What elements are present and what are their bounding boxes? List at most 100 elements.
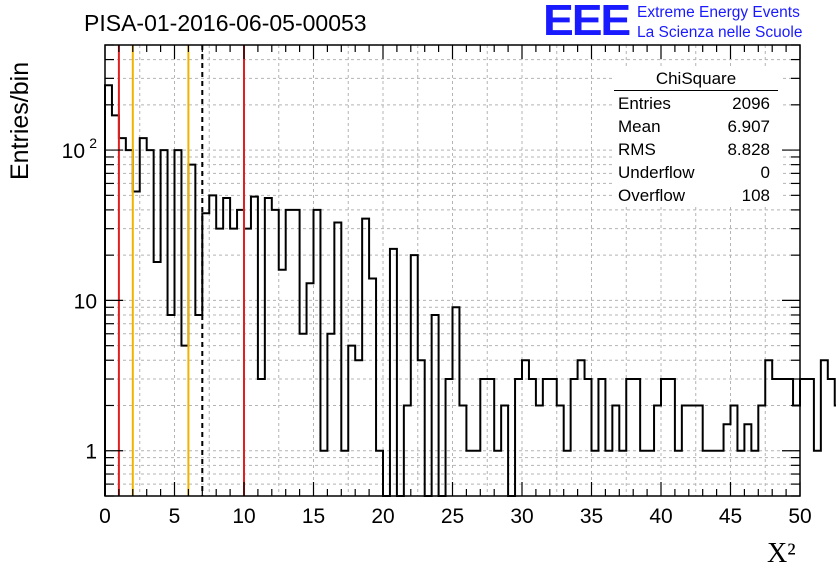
stats-value: 8.828 (727, 140, 770, 159)
logo-line-1: Extreme Energy Events (637, 4, 800, 21)
histogram (104, 84, 836, 497)
histogram-bin (661, 379, 668, 496)
histogram-bin (272, 210, 279, 496)
histogram-bin (522, 360, 529, 496)
histogram-bin (765, 360, 772, 496)
histogram-bin (202, 213, 209, 496)
histogram-bin (598, 379, 605, 496)
histogram-bin (216, 229, 223, 496)
histogram-bin (543, 379, 550, 496)
histogram-bin (327, 334, 334, 496)
histogram-bin (744, 424, 751, 496)
histogram-bin (675, 451, 682, 496)
histogram-bin (807, 379, 814, 496)
histogram-bin (404, 405, 411, 496)
histogram-bin (515, 379, 522, 496)
x-tick-label: 35 (580, 505, 603, 528)
histogram-bin (168, 315, 175, 496)
histogram-bin (717, 451, 724, 496)
histogram-outline (104, 84, 836, 497)
stats-value: 2096 (732, 94, 770, 113)
histogram-bin (592, 451, 599, 496)
histogram-bin (564, 451, 571, 496)
stats-row: Mean 6.907 (612, 115, 780, 138)
histogram-bin (814, 451, 821, 496)
histogram-bin (654, 405, 661, 496)
histogram-bin (536, 405, 543, 496)
stats-label: Underflow (618, 163, 695, 182)
histogram-bin (258, 379, 265, 496)
stats-value: 0 (760, 163, 770, 182)
histogram-bin (786, 379, 793, 496)
histogram-bin (731, 405, 738, 496)
histogram-bin (633, 379, 640, 496)
stats-label: RMS (618, 140, 656, 159)
histogram-bin (585, 379, 592, 496)
histogram-bin (710, 451, 717, 496)
histogram-bin (154, 262, 161, 496)
histogram-bin (348, 346, 355, 496)
stats-box: ChiSquare Entries 2096 Mean 6.907 RMS 8.828… (612, 68, 780, 207)
histogram-bin (821, 360, 828, 496)
histogram-bin (195, 315, 202, 496)
histogram-bin (668, 379, 675, 496)
histogram-bin (453, 307, 460, 496)
x-tick-label: 20 (371, 505, 394, 528)
histogram-bin (334, 222, 341, 496)
histogram-bin (369, 278, 376, 496)
histogram-bin (696, 405, 703, 496)
histogram-bin (758, 405, 765, 496)
histogram-bin (279, 270, 286, 496)
eee-logo: EEE (543, 0, 631, 45)
histogram-bin (619, 451, 626, 496)
histogram-bin (133, 192, 140, 496)
stats-label: Entries (618, 94, 671, 113)
histogram-bin (181, 346, 188, 496)
histogram-bin (320, 451, 327, 496)
cut-lines (117, 45, 245, 496)
histogram-bin (800, 379, 807, 496)
histogram-bin (237, 210, 244, 496)
histogram-bin (737, 451, 744, 496)
histogram-bin (126, 150, 133, 496)
stats-row: Underflow 0 (612, 161, 780, 184)
histogram-bin (244, 229, 251, 496)
histogram-bin (411, 255, 418, 496)
x-tick-label: 45 (719, 505, 742, 528)
histogram-bin (223, 198, 230, 496)
histogram-bin (612, 405, 619, 496)
histogram-bin (501, 405, 508, 496)
histogram-bin (689, 405, 696, 496)
histogram-bin (751, 451, 758, 496)
stats-row: Overflow 108 (612, 184, 780, 207)
histogram-bin (466, 451, 473, 496)
histogram-bin (265, 198, 272, 496)
histogram-bin (647, 451, 654, 496)
histogram-bin (828, 379, 835, 496)
histogram-bin (251, 197, 258, 496)
histogram-bin (605, 451, 612, 496)
histogram-bin (557, 405, 564, 496)
histogram-bin (161, 150, 168, 496)
run-title: PISA-01-2016-06-05-00053 (84, 10, 367, 36)
histogram-bin (418, 360, 425, 496)
histogram-bin (459, 405, 466, 496)
histogram-bin (473, 451, 480, 496)
x-tick-label: 40 (649, 505, 672, 528)
histogram-bin (105, 85, 112, 496)
histogram-bin (209, 195, 216, 496)
histogram-bin (112, 115, 119, 496)
y-tick-label: 10 (74, 290, 97, 313)
stats-value: 6.907 (727, 117, 770, 136)
histogram-bin (494, 451, 501, 496)
x-tick-label: 50 (788, 505, 811, 528)
y-tick-label: 1 (85, 441, 97, 464)
histogram-bin (772, 379, 779, 496)
x-tick-label: 5 (169, 505, 181, 528)
histogram-bin (147, 150, 154, 496)
histogram-bin (300, 334, 307, 496)
histogram-bin (390, 249, 397, 496)
logo-line-2: La Scienza nelle Scuole (637, 24, 803, 41)
histogram-bin (578, 360, 585, 496)
